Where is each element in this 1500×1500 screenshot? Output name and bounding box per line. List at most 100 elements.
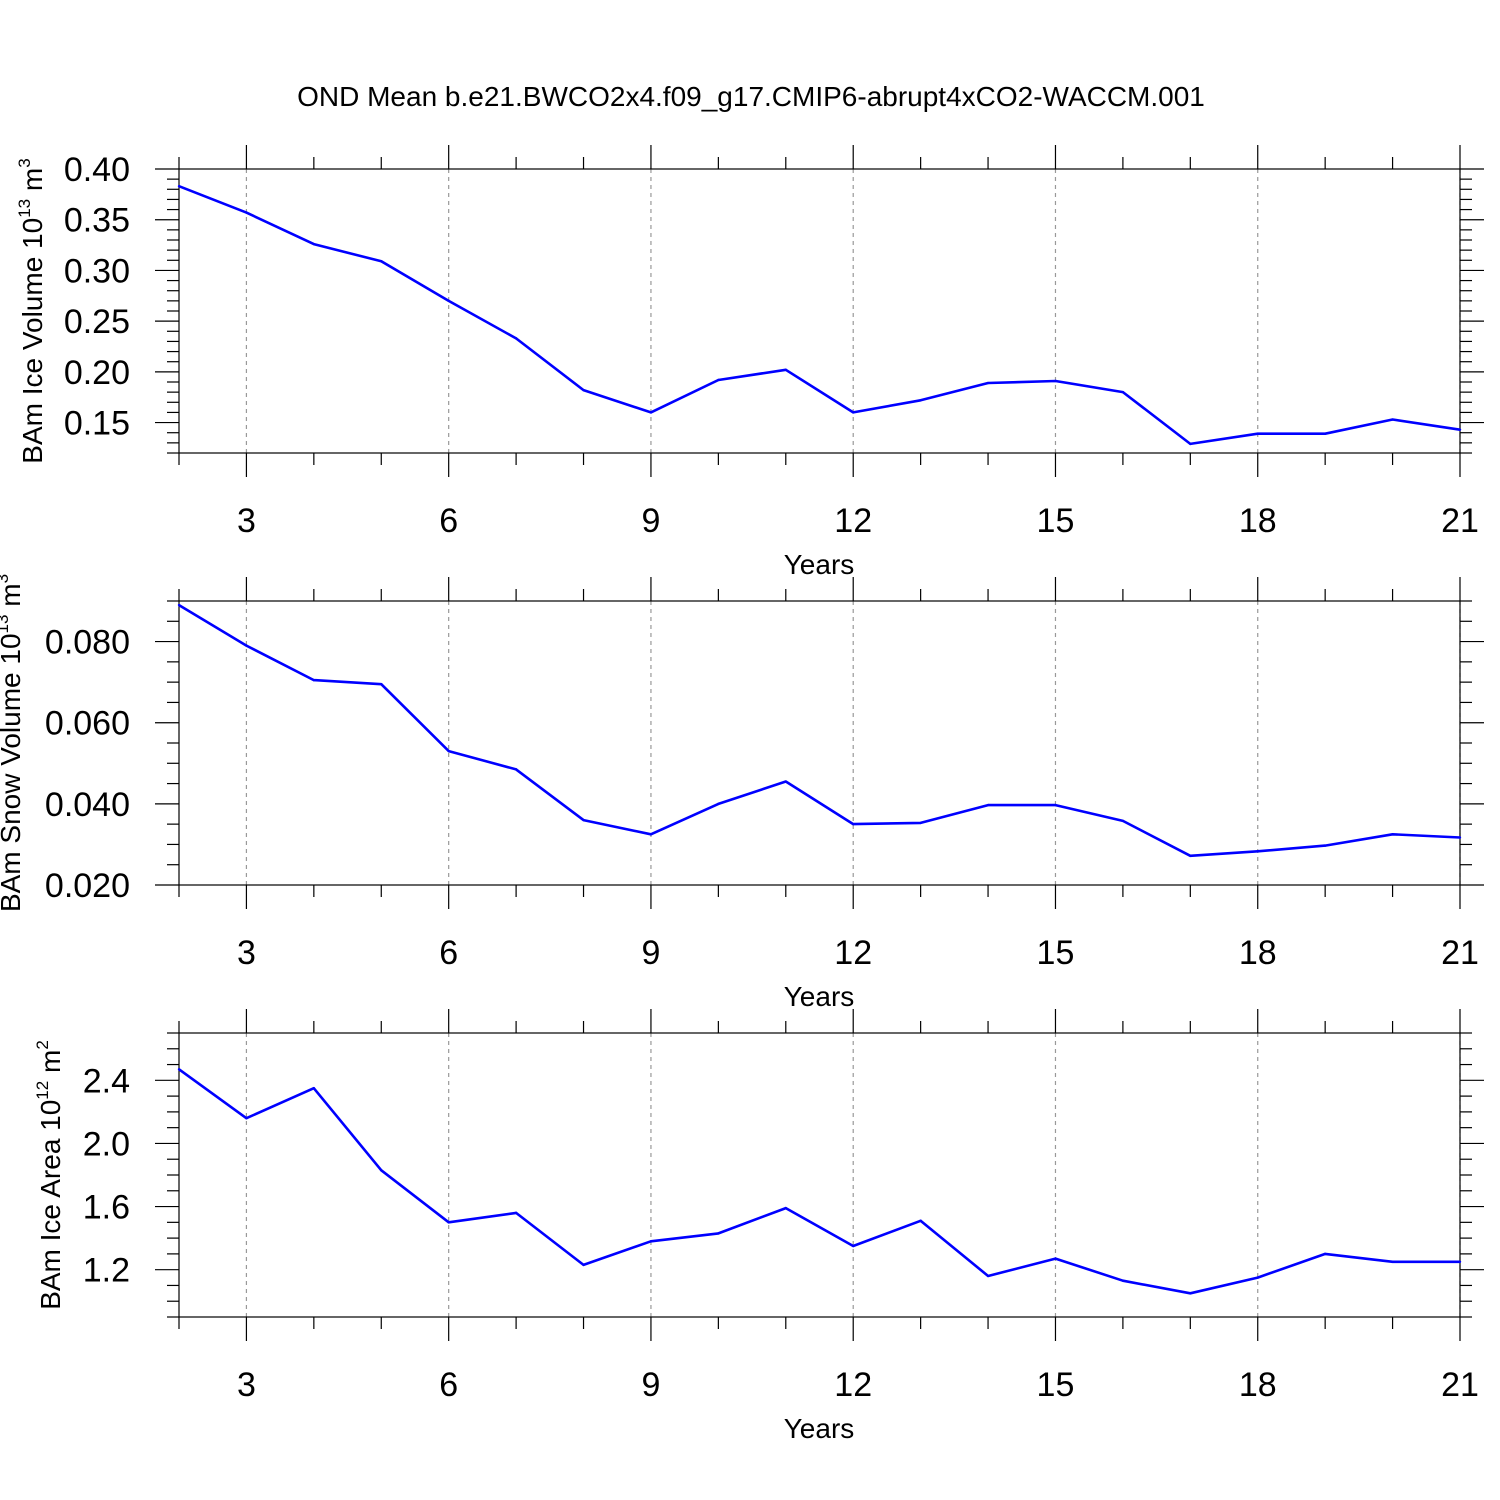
data-point bbox=[784, 780, 787, 783]
y-axis-label: BAm Ice Area 1012 m2 bbox=[33, 1040, 66, 1310]
series-line bbox=[178, 603, 1461, 858]
y-tick-label: 0.30 bbox=[64, 252, 130, 290]
x-tick-label: 18 bbox=[1239, 1366, 1277, 1404]
data-point bbox=[245, 1117, 248, 1120]
data-point bbox=[245, 644, 248, 647]
y-axis-label-text: BAm Ice Volume 10 bbox=[17, 218, 48, 464]
data-point bbox=[1054, 379, 1057, 383]
data-point bbox=[582, 1263, 585, 1267]
y-tick-label: 0.15 bbox=[64, 405, 130, 443]
y-tick-label: 0.060 bbox=[45, 705, 130, 743]
data-point bbox=[1189, 442, 1192, 446]
data-point bbox=[1121, 390, 1125, 394]
y-axis-label-unit-exponent: 3 bbox=[15, 158, 34, 167]
data-point bbox=[380, 1169, 383, 1172]
chart-panel-2: 3 6 9 12 15 18 21 0.020 0.040 0.060 0.080 Years BAm … bbox=[0, 574, 1484, 1012]
data-point bbox=[1323, 432, 1327, 435]
y-axis-label-unit: m bbox=[0, 583, 26, 614]
data-point bbox=[1256, 850, 1259, 853]
data-point bbox=[852, 822, 855, 826]
data-point bbox=[582, 388, 585, 392]
data-point bbox=[514, 1211, 518, 1215]
chart-panel-3: 3 6 9 12 15 18 21 1.2 1.6 2.0 2.4 Years BAm Ice Area… bbox=[33, 1009, 1484, 1444]
x-tick-label: 18 bbox=[1239, 502, 1277, 540]
x-tick-label: 6 bbox=[439, 1366, 458, 1404]
data-point bbox=[312, 242, 316, 246]
x-tick-label: 15 bbox=[1037, 502, 1075, 540]
data-point bbox=[852, 1244, 855, 1248]
data-point bbox=[1391, 418, 1394, 421]
data-point bbox=[177, 185, 181, 188]
data-point bbox=[717, 802, 720, 806]
data-point bbox=[514, 337, 518, 340]
series-line bbox=[178, 184, 1461, 446]
x-tick-label: 9 bbox=[641, 502, 660, 540]
y-tick-label: 2.4 bbox=[83, 1062, 130, 1100]
data-point bbox=[1391, 833, 1394, 836]
x-tick-label: 21 bbox=[1441, 1366, 1479, 1404]
data-point bbox=[649, 411, 653, 414]
data-point bbox=[717, 1232, 720, 1235]
y-axis-label-exponent: 13 bbox=[0, 615, 12, 634]
data-point bbox=[784, 1206, 787, 1210]
data-point bbox=[177, 1068, 181, 1071]
data-point bbox=[312, 1087, 316, 1090]
series-line bbox=[178, 1068, 1460, 1295]
y-axis-label: BAm Ice Volume 1013 m3 bbox=[15, 158, 48, 463]
x-axis-label: Years bbox=[784, 981, 855, 1012]
data-point bbox=[582, 818, 585, 822]
x-tick-label: 6 bbox=[439, 502, 458, 540]
x-axis-label: Years bbox=[784, 1413, 855, 1444]
data-point bbox=[986, 381, 990, 385]
data-point bbox=[1189, 854, 1192, 857]
x-tick-label: 12 bbox=[834, 1366, 872, 1404]
x-tick-label: 6 bbox=[439, 934, 458, 972]
y-axis-label-text: BAm Ice Area 10 bbox=[35, 1100, 66, 1310]
data-point bbox=[1054, 803, 1057, 807]
x-tick-label: 3 bbox=[237, 502, 256, 540]
y-axis-label-text: BAm Snow Volume 10 bbox=[0, 633, 26, 912]
data-point bbox=[649, 833, 653, 836]
data-point bbox=[1391, 1260, 1394, 1263]
y-tick-label: 0.080 bbox=[45, 624, 130, 662]
data-point bbox=[1189, 1292, 1192, 1295]
x-tick-label: 3 bbox=[237, 934, 256, 972]
data-point bbox=[852, 411, 855, 414]
y-tick-label: 0.20 bbox=[64, 354, 130, 392]
data-point bbox=[986, 1274, 990, 1278]
data-point bbox=[245, 211, 248, 214]
data-point bbox=[380, 682, 383, 686]
data-point bbox=[1323, 844, 1327, 847]
x-tick-label: 9 bbox=[641, 934, 660, 972]
y-axis-label-unit: m bbox=[17, 168, 48, 199]
y-tick-label: 0.020 bbox=[45, 867, 130, 905]
data-point bbox=[986, 803, 990, 807]
y-tick-label: 2.0 bbox=[83, 1125, 130, 1163]
y-axis-label-unit-exponent: 2 bbox=[33, 1040, 52, 1049]
data-point bbox=[447, 1221, 450, 1224]
x-tick-label: 15 bbox=[1037, 1366, 1075, 1404]
data-point bbox=[1458, 428, 1462, 431]
data-point bbox=[447, 749, 450, 753]
y-tick-label: 1.2 bbox=[83, 1252, 130, 1290]
data-point bbox=[1121, 1279, 1125, 1282]
x-tick-label: 3 bbox=[237, 1366, 256, 1404]
data-point bbox=[649, 1240, 653, 1243]
data-point bbox=[1054, 1257, 1057, 1260]
data-point bbox=[1256, 1276, 1259, 1279]
data-point bbox=[1458, 836, 1462, 839]
x-tick-label: 21 bbox=[1441, 502, 1479, 540]
y-axis-label-unit: m bbox=[35, 1050, 66, 1081]
data-point bbox=[919, 399, 922, 402]
data-point bbox=[919, 821, 922, 825]
y-tick-label: 1.6 bbox=[83, 1189, 130, 1227]
x-tick-label: 18 bbox=[1239, 934, 1277, 972]
data-point bbox=[919, 1219, 922, 1222]
y-tick-label: 0.040 bbox=[45, 786, 130, 824]
data-point bbox=[1323, 1252, 1327, 1256]
data-point bbox=[447, 299, 450, 303]
data-point bbox=[312, 678, 316, 682]
chart-panel-1: 3 6 9 12 15 18 21 0.15 0.20 0.25 0.30 0.35 0.40 Years… bbox=[15, 145, 1484, 580]
x-tick-label: 21 bbox=[1441, 934, 1479, 972]
